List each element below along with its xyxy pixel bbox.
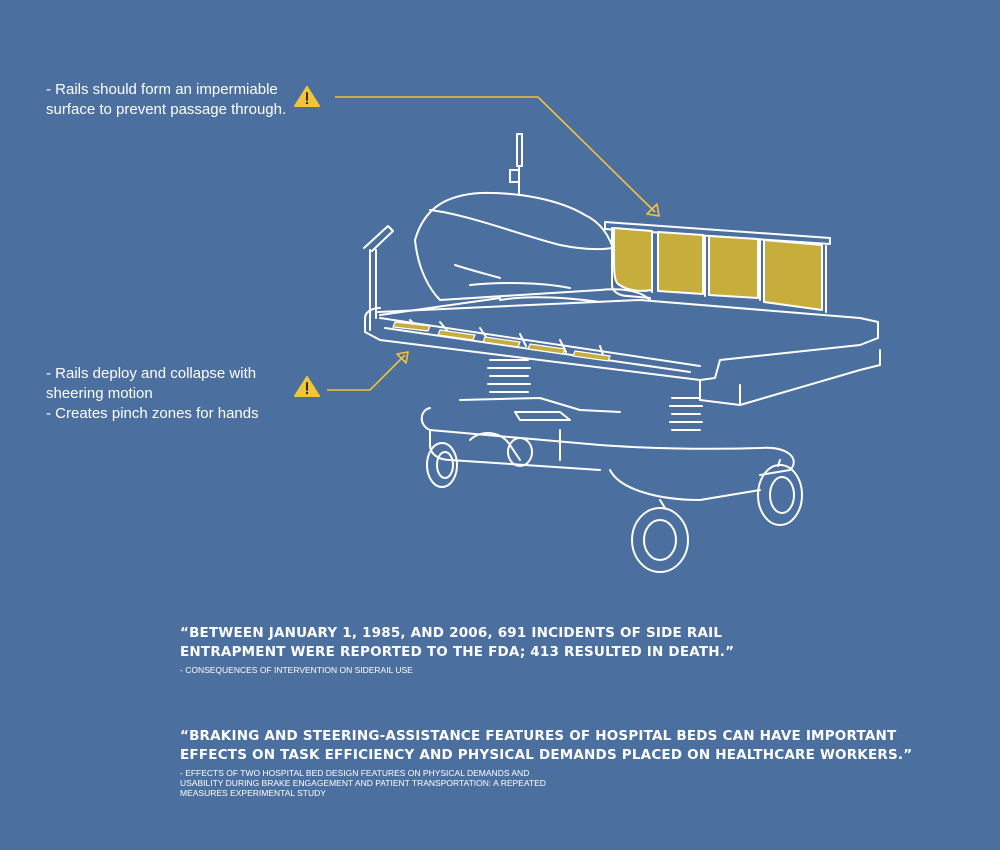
caster-wheel-back-mid [507,437,533,467]
push-handle [363,225,394,331]
rail-pad-5 [572,350,611,362]
quote-source-line: USABILITY DURING BRAKE ENGAGEMENT AND PA… [180,778,546,788]
bed-base [420,397,795,501]
leader-line-left [327,354,406,391]
quote-source-line: - EFFECTS OF TWO HOSPITAL BED DESIGN FEA… [180,768,530,778]
quote-source-line: MEASURES EXPERIMENTAL STUDY [180,788,326,798]
annotation-rail-surface: - Rails should form an impermiable surfa… [46,80,286,120]
caster-wheels [426,437,803,573]
far-side-rail-panels [613,227,823,311]
caster-wheel-front-left [631,507,689,573]
quote-line: EFFECTS ON TASK EFFICIENCY AND PHYSICAL … [180,747,913,763]
arrowhead-top [646,203,660,217]
warning-icon [294,376,320,397]
annotation-line: - Creates pinch zones for hands [46,405,259,422]
arrowhead-left [396,351,409,364]
iv-pole [509,133,523,196]
rail-pad-1 [392,321,431,332]
rail-pad-2 [437,329,476,341]
rail-panel-3 [708,235,759,299]
rail-pad-4 [527,343,566,355]
annotation-line: - Rails should form an impermiable [46,81,278,98]
bed-frame [364,299,881,406]
quote-source: - CONSEQUENCES OF INTERVENTION ON SIDERA… [180,665,413,675]
quote-side-rail-entrapment: “BETWEEN JANUARY 1, 1985, AND 2006, 691 … [180,624,734,675]
quote-braking-steering: “BRAKING AND STEERING-ASSISTANCE FEATURE… [180,727,912,798]
near-side-rail-pads [392,321,611,362]
quote-line: ENTRAPMENT WERE REPORTED TO THE FDA; 413… [180,644,735,660]
annotation-line: - Rails deploy and collapse with [46,365,257,382]
annotation-line: sheering motion [46,385,153,402]
leader-line-top [335,96,656,213]
mattress [379,191,651,316]
callout-left [294,351,409,397]
hospital-bed-illustration [363,133,881,573]
caster-wheel-back-left [426,442,458,488]
quote-line: “BETWEEN JANUARY 1, 1985, AND 2006, 691 … [180,625,723,641]
rail-pad-3 [482,336,521,348]
lift-springs [487,359,703,431]
annotation-line: surface to prevent passage through. [46,101,287,118]
caster-wheel-front-right [757,464,803,526]
quote-source: - EFFECTS OF TWO HOSPITAL BED DESIGN FEA… [180,768,912,798]
quote-line: “BRAKING AND STEERING-ASSISTANCE FEATURE… [180,728,897,744]
annotation-rail-deploy: - Rails deploy and collapse with sheerin… [46,364,259,424]
warning-icon [294,86,320,107]
rail-panel-2 [657,231,704,295]
callout-top [294,86,660,217]
rail-panel-4 [763,239,823,311]
rail-panel-1 [613,227,653,292]
